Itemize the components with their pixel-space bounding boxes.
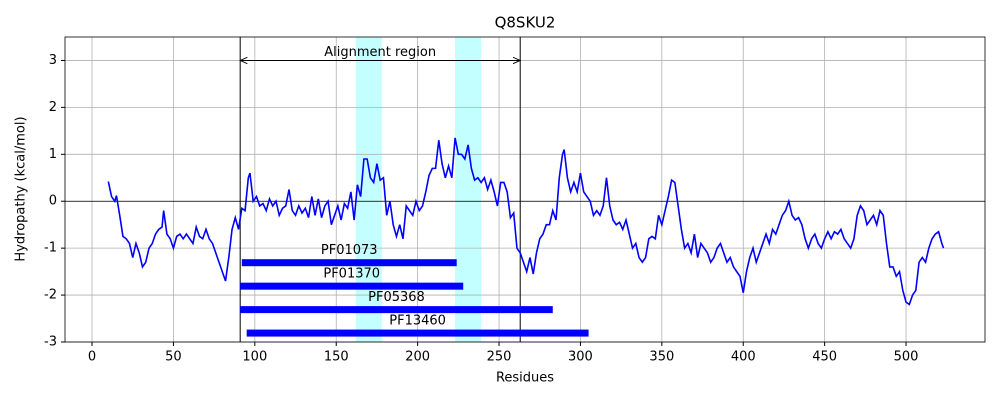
y-tick-label: 2 (49, 100, 57, 115)
y-tick-label: 1 (49, 147, 57, 162)
domain-bar (240, 282, 464, 290)
y-tick-label: -3 (44, 335, 57, 350)
alignment-span (355, 37, 382, 342)
chart-title: Q8SKU2 (495, 14, 556, 32)
domain-bar (241, 259, 457, 267)
domain-label: PF05368 (368, 290, 425, 305)
y-tick-label: 3 (49, 53, 57, 68)
domain-label: PF01370 (323, 267, 380, 282)
x-tick-label: 450 (812, 350, 837, 365)
y-tick-label: -1 (44, 241, 57, 256)
y-tick-label: -2 (44, 288, 57, 303)
x-tick-label: 400 (731, 350, 756, 365)
x-tick-label: 150 (324, 350, 349, 365)
x-tick-label: 300 (568, 350, 593, 365)
y-axis-label: Hydropathy (kcal/mol) (14, 116, 29, 261)
plot-frame (64, 36, 986, 343)
domain-bar (246, 329, 589, 337)
x-tick-label: 100 (242, 350, 267, 365)
alignment-span (455, 37, 482, 342)
y-tick-label: 0 (49, 194, 57, 209)
domain-label: PF01073 (321, 243, 378, 258)
domain-bar (240, 306, 553, 314)
x-tick-label: 0 (88, 350, 96, 365)
x-tick-label: 200 (405, 350, 430, 365)
x-tick-label: 250 (487, 350, 512, 365)
x-axis-label: Residues (496, 371, 554, 386)
x-tick-label: 350 (649, 350, 674, 365)
x-tick-label: 500 (894, 350, 919, 365)
x-tick-label: 50 (165, 350, 182, 365)
hydropathy-line (107, 137, 945, 306)
domain-label: PF13460 (389, 314, 446, 329)
alignment-label: Alignment region (324, 45, 436, 60)
